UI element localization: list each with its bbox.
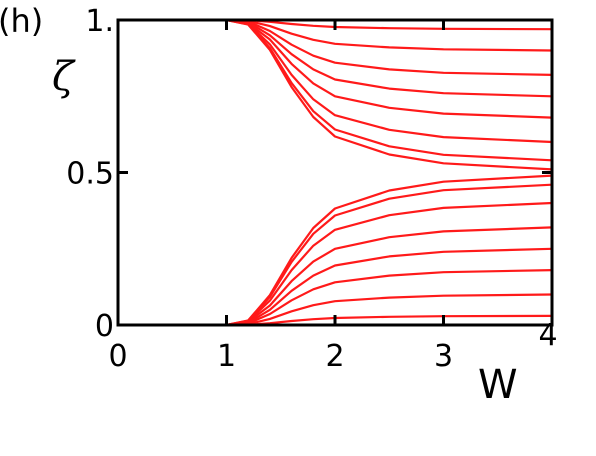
y-axis-label: ζ xyxy=(52,54,76,100)
data-line xyxy=(118,226,553,327)
plot-frame xyxy=(116,18,554,327)
x-tick-label: 2 xyxy=(325,339,344,374)
x-tick-label: 4 xyxy=(538,318,557,353)
data-line xyxy=(118,18,553,171)
x-tick-label: 3 xyxy=(434,339,453,374)
y-tick-label: 0 xyxy=(95,309,114,344)
y-tick-label: 0.5 xyxy=(66,157,114,192)
data-line xyxy=(118,247,553,327)
plot-area xyxy=(118,18,553,327)
data-line xyxy=(118,174,553,327)
panel-label: (h) xyxy=(0,2,43,40)
data-line xyxy=(118,18,553,144)
x-tick-label: 1 xyxy=(217,339,236,374)
x-axis-label: W xyxy=(478,362,518,408)
data-line xyxy=(118,18,553,119)
x-tick-label: 0 xyxy=(108,339,127,374)
data-line xyxy=(118,201,553,327)
y-tick-label: 1. xyxy=(85,4,114,39)
data-line xyxy=(118,18,553,98)
